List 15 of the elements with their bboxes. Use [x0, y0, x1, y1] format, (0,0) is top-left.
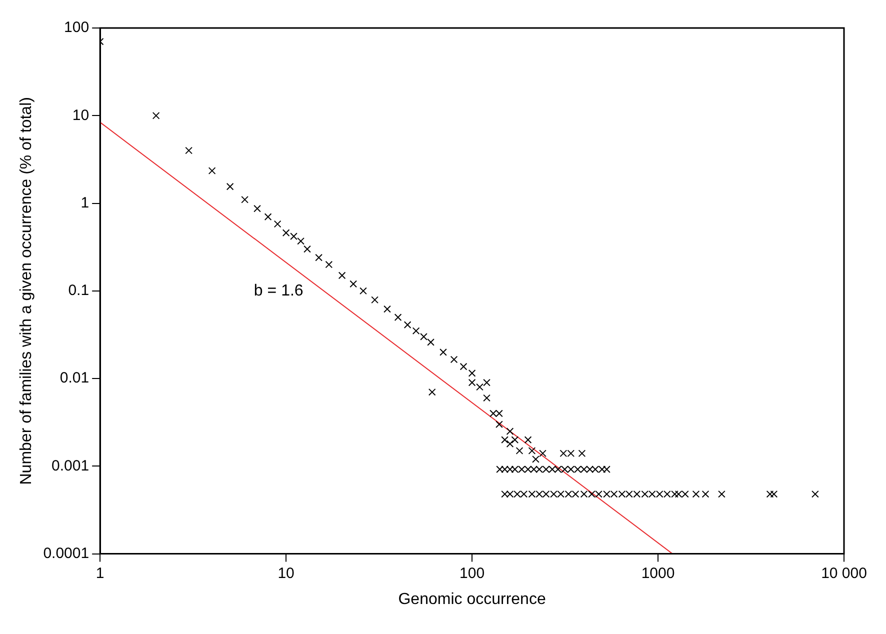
annotation: b = 1.6 [254, 282, 304, 300]
y-tick-label: 100 [64, 19, 90, 36]
y-tick-label: 10 [72, 106, 90, 124]
x-tick-label: 1 [96, 564, 104, 582]
x-tick-label: 100 [460, 564, 485, 582]
y-tick-label: 0.01 [60, 370, 90, 387]
x-tick-label: 1000 [641, 564, 675, 582]
y-axis-title: Number of families with a given occurrence (% of total) [18, 97, 36, 485]
x-tick-label: 10 [278, 564, 294, 582]
x-axis-title: Genomic occurrence [398, 590, 546, 608]
y-tick-label: 0.0001 [43, 544, 90, 562]
y-tick-label: 0.001 [52, 457, 90, 474]
y-tick-label: 1 [80, 194, 90, 212]
x-tick-label: 10 000 [821, 564, 867, 582]
y-tick-label: 0.1 [68, 282, 90, 300]
